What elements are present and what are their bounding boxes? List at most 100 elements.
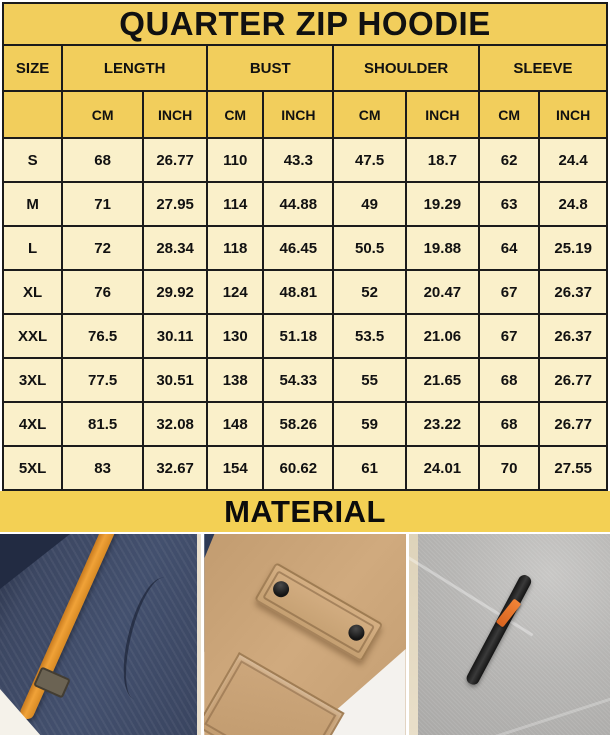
- value-cell: 61: [332, 445, 407, 491]
- value-cell: 44.88: [262, 181, 335, 227]
- material-photo-gray-zipper: [408, 534, 610, 735]
- table-row-m: M 71 27.95 114 44.88 49 19.29 63 24.8: [1, 181, 608, 227]
- unit-spacer-cell: [1, 90, 64, 139]
- value-cell: 59: [332, 401, 407, 447]
- value-cell: 27.95: [142, 181, 209, 227]
- unit-bust-inch: INCH: [262, 90, 335, 139]
- value-cell: 26.37: [538, 269, 608, 315]
- value-cell: 21.06: [404, 313, 480, 359]
- size-cell: L: [1, 225, 64, 271]
- unit-sleeve-inch: INCH: [538, 90, 608, 139]
- value-cell: 28.34: [142, 225, 209, 271]
- fabric-texture: [408, 534, 610, 735]
- value-cell: 24.01: [404, 445, 480, 491]
- table-row-s: S 68 26.77 110 43.3 47.5 18.7 62 24.4: [1, 137, 608, 183]
- value-cell: 114: [206, 181, 265, 227]
- value-cell: 154: [206, 445, 265, 491]
- value-cell: 68: [477, 401, 541, 447]
- value-cell: 53.5: [332, 313, 407, 359]
- value-cell: 110: [206, 137, 265, 183]
- value-cell: 24.8: [538, 181, 608, 227]
- title-row: QUARTER ZIP HOODIE: [2, 2, 608, 46]
- unit-length-inch: INCH: [142, 90, 209, 139]
- header-size: SIZE: [1, 44, 64, 92]
- material-photo-strip: [0, 534, 610, 735]
- value-cell: 138: [206, 357, 265, 403]
- value-cell: 76: [61, 269, 145, 315]
- value-cell: 25.19: [538, 225, 608, 271]
- header-bust: BUST: [206, 44, 335, 92]
- value-cell: 81.5: [61, 401, 145, 447]
- size-cell: 4XL: [1, 401, 64, 447]
- value-cell: 72: [61, 225, 145, 271]
- value-cell: 50.5: [332, 225, 407, 271]
- value-cell: 19.29: [404, 181, 480, 227]
- table-row-xl: XL 76 29.92 124 48.81 52 20.47 67 26.37: [1, 269, 608, 315]
- value-cell: 51.18: [262, 313, 335, 359]
- value-cell: 62: [477, 137, 541, 183]
- value-cell: 55: [332, 357, 407, 403]
- value-cell: 49: [332, 181, 407, 227]
- value-cell: 29.92: [142, 269, 209, 315]
- size-cell: XXL: [1, 313, 64, 359]
- value-cell: 32.67: [142, 445, 209, 491]
- unit-bust-cm: CM: [206, 90, 265, 139]
- material-photo-khaki-pocket: [204, 534, 406, 735]
- value-cell: 20.47: [404, 269, 480, 315]
- size-cell: 3XL: [1, 357, 64, 403]
- material-heading: MATERIAL: [224, 493, 386, 529]
- size-cell: XL: [1, 269, 64, 315]
- value-cell: 21.65: [404, 357, 480, 403]
- value-cell: 130: [206, 313, 265, 359]
- group-header-row: SIZE LENGTH BUST SHOULDER SLEEVE: [1, 44, 609, 92]
- value-cell: 46.45: [262, 225, 335, 271]
- unit-header-row: CM INCH CM INCH CM INCH CM INCH: [1, 90, 608, 139]
- value-cell: 67: [477, 269, 541, 315]
- value-cell: 30.11: [142, 313, 209, 359]
- value-cell: 118: [206, 225, 265, 271]
- table-row-xxl: XXL 76.5 30.11 130 51.18 53.5 21.06 67 2…: [1, 313, 608, 359]
- value-cell: 26.77: [538, 401, 608, 447]
- unit-length-cm: CM: [61, 90, 145, 139]
- material-photo-navy-strap: [0, 534, 202, 735]
- value-cell: 68: [477, 357, 541, 403]
- value-cell: 26.37: [538, 313, 608, 359]
- value-cell: 68: [61, 137, 145, 183]
- size-cell: 5XL: [1, 445, 64, 491]
- size-cell: S: [1, 137, 64, 183]
- size-cell: M: [1, 181, 64, 227]
- value-cell: 30.51: [142, 357, 209, 403]
- value-cell: 124: [206, 269, 265, 315]
- value-cell: 43.3: [262, 137, 335, 183]
- table-row-3xl: 3XL 77.5 30.51 138 54.33 55 21.65 68 26.…: [1, 357, 608, 403]
- background-edge: [197, 534, 202, 735]
- value-cell: 32.08: [142, 401, 209, 447]
- value-cell: 148: [206, 401, 265, 447]
- value-cell: 60.62: [262, 445, 335, 491]
- value-cell: 70: [477, 445, 541, 491]
- background-edge: [408, 534, 418, 735]
- header-sleeve: SLEEVE: [477, 44, 609, 92]
- value-cell: 27.55: [538, 445, 608, 491]
- table-row-5xl: 5XL 83 32.67 154 60.62 61 24.01 70 27.55: [1, 445, 608, 491]
- value-cell: 83: [61, 445, 145, 491]
- value-cell: 26.77: [142, 137, 209, 183]
- value-cell: 64: [477, 225, 541, 271]
- value-cell: 48.81: [262, 269, 335, 315]
- value-cell: 71: [61, 181, 145, 227]
- value-cell: 19.88: [404, 225, 480, 271]
- value-cell: 63: [477, 181, 541, 227]
- value-cell: 67: [477, 313, 541, 359]
- value-cell: 58.26: [262, 401, 335, 447]
- unit-shoulder-cm: CM: [332, 90, 407, 139]
- table-row-4xl: 4XL 81.5 32.08 148 58.26 59 23.22 68 26.…: [1, 401, 608, 447]
- unit-shoulder-inch: INCH: [404, 90, 480, 139]
- value-cell: 26.77: [538, 357, 608, 403]
- value-cell: 54.33: [262, 357, 335, 403]
- header-length: LENGTH: [61, 44, 209, 92]
- table-row-l: L 72 28.34 118 46.45 50.5 19.88 64 25.19: [1, 225, 608, 271]
- value-cell: 76.5: [61, 313, 145, 359]
- value-cell: 24.4: [538, 137, 608, 183]
- value-cell: 77.5: [61, 357, 145, 403]
